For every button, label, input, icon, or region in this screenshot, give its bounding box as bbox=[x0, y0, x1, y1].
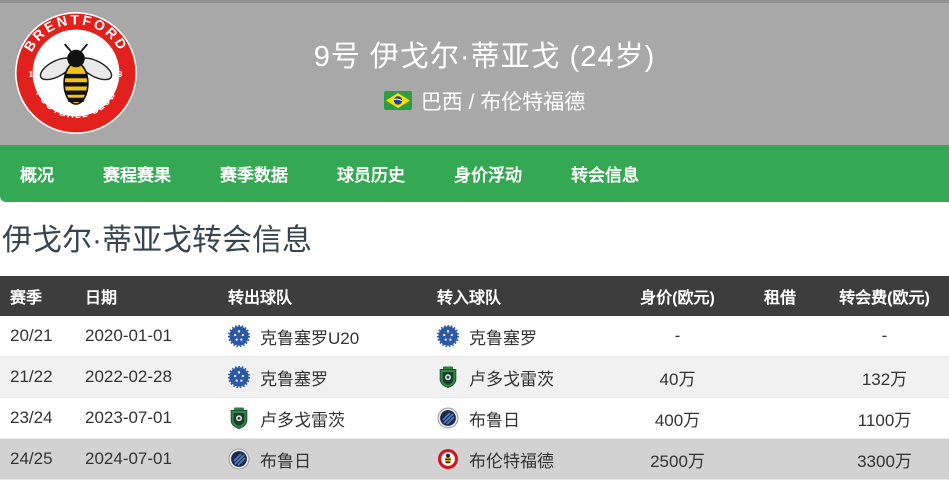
transfer-fee-cell: 1100万 bbox=[857, 410, 912, 430]
market-value-cell: 2500万 bbox=[650, 451, 705, 471]
team-name: 克鲁塞罗U20 bbox=[260, 328, 360, 348]
team-name: 布鲁日 bbox=[260, 451, 311, 471]
loan-cell bbox=[740, 357, 820, 398]
col-date: 日期 bbox=[85, 276, 228, 316]
nav-item-fixtures[interactable]: 赛程赛果 bbox=[103, 166, 171, 185]
table-row: 21/22 2022-02-28 克鲁塞罗 卢多戈雷茨 40万 132万 bbox=[0, 356, 949, 398]
cruzeiro-badge-icon bbox=[228, 325, 250, 347]
bee-icon bbox=[39, 43, 113, 105]
player-nationality-club: 巴西 / 布伦特福德 bbox=[420, 90, 586, 114]
cruzeiro-badge-icon bbox=[228, 366, 250, 388]
nav-item-season-stats[interactable]: 赛季数据 bbox=[220, 166, 288, 185]
to-team-link[interactable]: 布鲁日 bbox=[437, 398, 615, 438]
from-team-link[interactable]: 布鲁日 bbox=[228, 439, 437, 479]
nav-item-player-history[interactable]: 球员历史 bbox=[337, 166, 405, 185]
player-title: 9号 伊戈尔·蒂亚戈 (24岁) bbox=[313, 40, 656, 73]
transfer-fee-cell: 3300万 bbox=[857, 451, 912, 471]
date-cell: 2023-07-01 bbox=[85, 408, 172, 427]
table-row: 23/24 2023-07-01 卢多戈雷茨 布鲁日 400万 1100万 bbox=[0, 397, 949, 439]
col-market-value: 身价(欧元) bbox=[615, 276, 740, 316]
loan-cell bbox=[740, 316, 820, 357]
team-name: 布鲁日 bbox=[469, 410, 520, 430]
loan-cell bbox=[740, 398, 820, 439]
nav-item-transfer-info[interactable]: 转会信息 bbox=[571, 166, 639, 185]
market-value-cell: 40万 bbox=[659, 369, 696, 389]
table-header-row: 赛季 日期 转出球队 转入球队 身价(欧元) 租借 转会费(欧元) bbox=[0, 276, 949, 316]
from-team-link[interactable]: 卢多戈雷茨 bbox=[228, 398, 437, 438]
team-name: 卢多戈雷茨 bbox=[260, 410, 345, 430]
brazil-flag-icon bbox=[383, 91, 412, 110]
cruzeiro-badge-icon bbox=[437, 325, 459, 347]
market-value-cell: - bbox=[674, 326, 681, 345]
col-transfer-fee: 转会费(欧元) bbox=[820, 276, 949, 316]
club-year-right: 89 bbox=[113, 70, 123, 79]
team-name: 克鲁塞罗 bbox=[260, 369, 328, 389]
transfer-table: 赛季 日期 转出球队 转入球队 身价(欧元) 租借 转会费(欧元) 20/21 … bbox=[0, 276, 949, 480]
to-team-link[interactable]: 卢多戈雷茨 bbox=[437, 357, 615, 397]
player-header: BRENTFORD FOOTBALL CLUB 18 89 9号 伊戈尔·蒂亚戈… bbox=[0, 0, 949, 145]
team-name: 卢多戈雷茨 bbox=[469, 369, 554, 389]
col-season: 赛季 bbox=[0, 276, 85, 316]
brentford-club-logo-icon: BRENTFORD FOOTBALL CLUB 18 89 bbox=[15, 11, 137, 134]
market-value-cell: 400万 bbox=[654, 410, 701, 430]
date-cell: 2024-07-01 bbox=[85, 449, 172, 468]
season-cell: 21/22 bbox=[10, 367, 53, 386]
table-row: 24/25 2024-07-01 布鲁日 布伦特福德 2500万 3300万 bbox=[0, 438, 949, 480]
main-content: 伊戈尔·蒂亚戈转会信息 赛季 日期 转出球队 转入球队 身价(欧元) 租借 转会… bbox=[0, 202, 949, 480]
date-cell: 2020-01-01 bbox=[85, 326, 172, 345]
team-name: 克鲁塞罗 bbox=[469, 328, 537, 348]
page-title: 伊戈尔·蒂亚戈转会信息 bbox=[2, 224, 312, 257]
player-nav: 概况 赛程赛果 赛季数据 球员历史 身价浮动 转会信息 bbox=[0, 145, 949, 202]
col-to-team: 转入球队 bbox=[437, 276, 615, 316]
nav-item-market-value[interactable]: 身价浮动 bbox=[454, 166, 522, 185]
to-team-link[interactable]: 布伦特福德 bbox=[437, 439, 615, 479]
transfer-fee-cell: 132万 bbox=[861, 369, 908, 389]
club-year-left: 18 bbox=[28, 70, 38, 79]
player-subtitle: 巴西 / 布伦特福德 bbox=[383, 86, 586, 116]
season-cell: 20/21 bbox=[10, 326, 53, 345]
season-cell: 24/25 bbox=[10, 449, 53, 468]
ludogorets-badge-icon bbox=[437, 366, 459, 388]
date-cell: 2022-02-28 bbox=[85, 367, 172, 386]
brugge-badge-icon bbox=[228, 448, 250, 470]
brentford-badge-icon bbox=[437, 448, 459, 470]
from-team-link[interactable]: 克鲁塞罗U20 bbox=[228, 316, 437, 356]
loan-cell bbox=[740, 439, 820, 480]
col-loan: 租借 bbox=[740, 276, 820, 316]
season-cell: 23/24 bbox=[10, 408, 53, 427]
from-team-link[interactable]: 克鲁塞罗 bbox=[228, 357, 437, 397]
brugge-badge-icon bbox=[437, 407, 459, 429]
table-row: 20/21 2020-01-01 克鲁塞罗U20 克鲁塞罗 - - bbox=[0, 316, 949, 357]
nav-item-overview[interactable]: 概况 bbox=[20, 166, 54, 185]
ludogorets-badge-icon bbox=[228, 407, 250, 429]
transfer-fee-cell: - bbox=[881, 326, 888, 345]
team-name: 布伦特福德 bbox=[469, 451, 554, 471]
to-team-link[interactable]: 克鲁塞罗 bbox=[437, 316, 615, 356]
col-from-team: 转出球队 bbox=[228, 276, 437, 316]
